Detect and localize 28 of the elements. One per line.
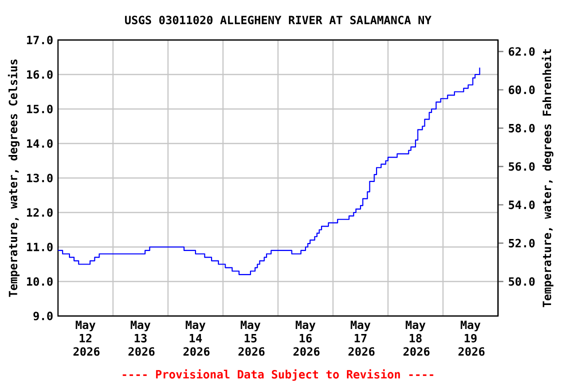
x-tick-label: May 17 2026 xyxy=(348,320,375,356)
y-axis-title: Temperature, water, degrees Celsius xyxy=(8,60,20,297)
y-tick-label: 17.0 xyxy=(27,36,53,44)
y-tick-label: 12.0 xyxy=(27,208,53,217)
y2-tick-label: 52.0 xyxy=(508,238,535,248)
y2-axis-title: Temperature, water, degrees Fahrenheit xyxy=(542,49,554,308)
y-tick-label: 10.0 xyxy=(27,277,53,286)
y-tick-label: 11.0 xyxy=(27,242,53,252)
x-tick-label: May 16 2026 xyxy=(293,320,320,356)
y2-tick-label: 58.0 xyxy=(508,124,535,132)
text: ---- Provisional Data Subject to Revision ---- xyxy=(122,369,434,381)
x-tick-label: May 19 2026 xyxy=(458,320,485,356)
x-tick-label: May 13 2026 xyxy=(128,320,155,356)
x-tick-label: May 18 2026 xyxy=(403,320,430,356)
y2-tick-label: 50.0 xyxy=(508,277,535,286)
y-tick-label: 16.0 xyxy=(27,70,53,79)
y2-tick-label: 56.0 xyxy=(508,162,535,171)
y2-tick-label: 54.0 xyxy=(508,200,535,210)
chart-title: USGS 03011020 ALLEGHENY RIVER AT SALAMANCA NY xyxy=(125,16,432,24)
y-tick-label: 13.0 xyxy=(27,174,53,182)
y-tick-label: 15.0 xyxy=(27,104,53,114)
y2-tick-label: 60.0 xyxy=(508,86,535,94)
y-tick-label: 14.0 xyxy=(27,139,53,148)
x-tick-label: May 12 2026 xyxy=(73,320,100,356)
y2-tick-label: 62.0 xyxy=(508,47,535,56)
x-tick-label: May 14 2026 xyxy=(183,320,210,356)
x-tick-label: May 15 2026 xyxy=(238,320,265,356)
y-tick-label: 9.0 xyxy=(33,312,53,320)
